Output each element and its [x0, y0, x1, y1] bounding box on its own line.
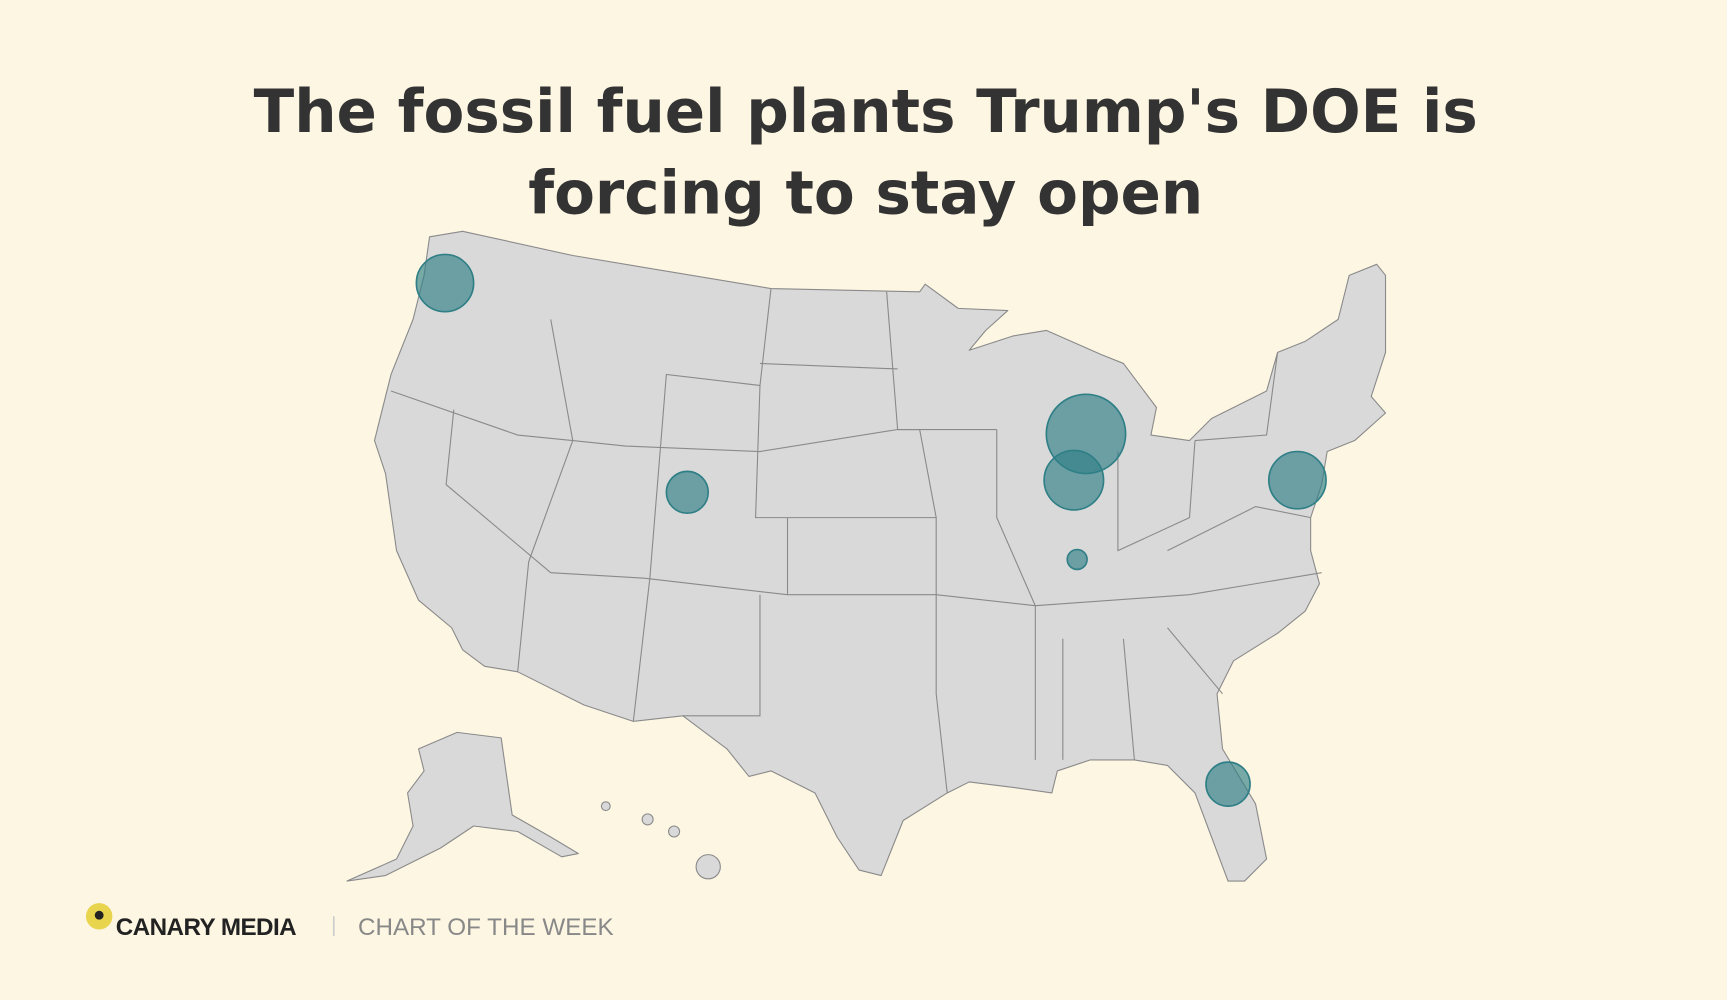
plant-bubble: [415, 253, 475, 313]
contiguous-us: [373, 230, 1387, 882]
tagline: CHART OF THE WEEK: [358, 914, 614, 941]
hawaii: [600, 801, 721, 880]
state-borders: [390, 288, 1322, 794]
title-line: forcing to stay open: [528, 160, 1203, 229]
brand: CANARY MEDIA: [116, 914, 296, 941]
plant-bubble: [1205, 761, 1251, 807]
plant-bubbles: [415, 253, 1327, 807]
plant-bubble: [1267, 450, 1327, 510]
logo-eye: [94, 910, 104, 920]
plant-bubble: [665, 470, 710, 515]
title-line: The fossil fuel plants Trump's DOE is: [254, 78, 1478, 147]
alaska: [346, 731, 579, 882]
footer: CANARY MEDIA CHART OF THE WEEK: [85, 903, 614, 941]
plant-bubble: [1043, 449, 1105, 511]
plant-bubble: [1066, 548, 1088, 571]
map: [346, 230, 1387, 882]
